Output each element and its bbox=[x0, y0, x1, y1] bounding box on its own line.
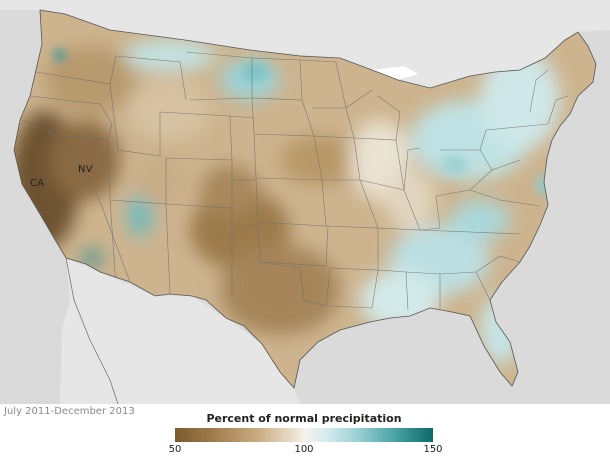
period-label: July 2011-December 2013 bbox=[4, 406, 135, 417]
legend-color-bar bbox=[175, 428, 433, 442]
lake-superior bbox=[372, 66, 418, 80]
label-nevada: NV bbox=[78, 164, 93, 175]
legend-tick-low: 50 bbox=[168, 444, 182, 455]
precipitation-map: CA NV bbox=[0, 0, 610, 404]
legend-tick-high: 150 bbox=[423, 444, 443, 455]
baja-coastline bbox=[65, 257, 119, 404]
label-california: CA bbox=[30, 178, 45, 189]
mexico-land bbox=[60, 258, 300, 404]
canada-land bbox=[0, 0, 610, 88]
map-footer: July 2011-December 2013 Percent of norma… bbox=[0, 404, 610, 456]
legend-tick-mid: 100 bbox=[294, 444, 314, 455]
state-borders bbox=[21, 51, 569, 311]
us-outline bbox=[13, 9, 597, 389]
map-graphic bbox=[0, 0, 610, 404]
legend-title: Percent of normal precipitation bbox=[206, 412, 402, 425]
